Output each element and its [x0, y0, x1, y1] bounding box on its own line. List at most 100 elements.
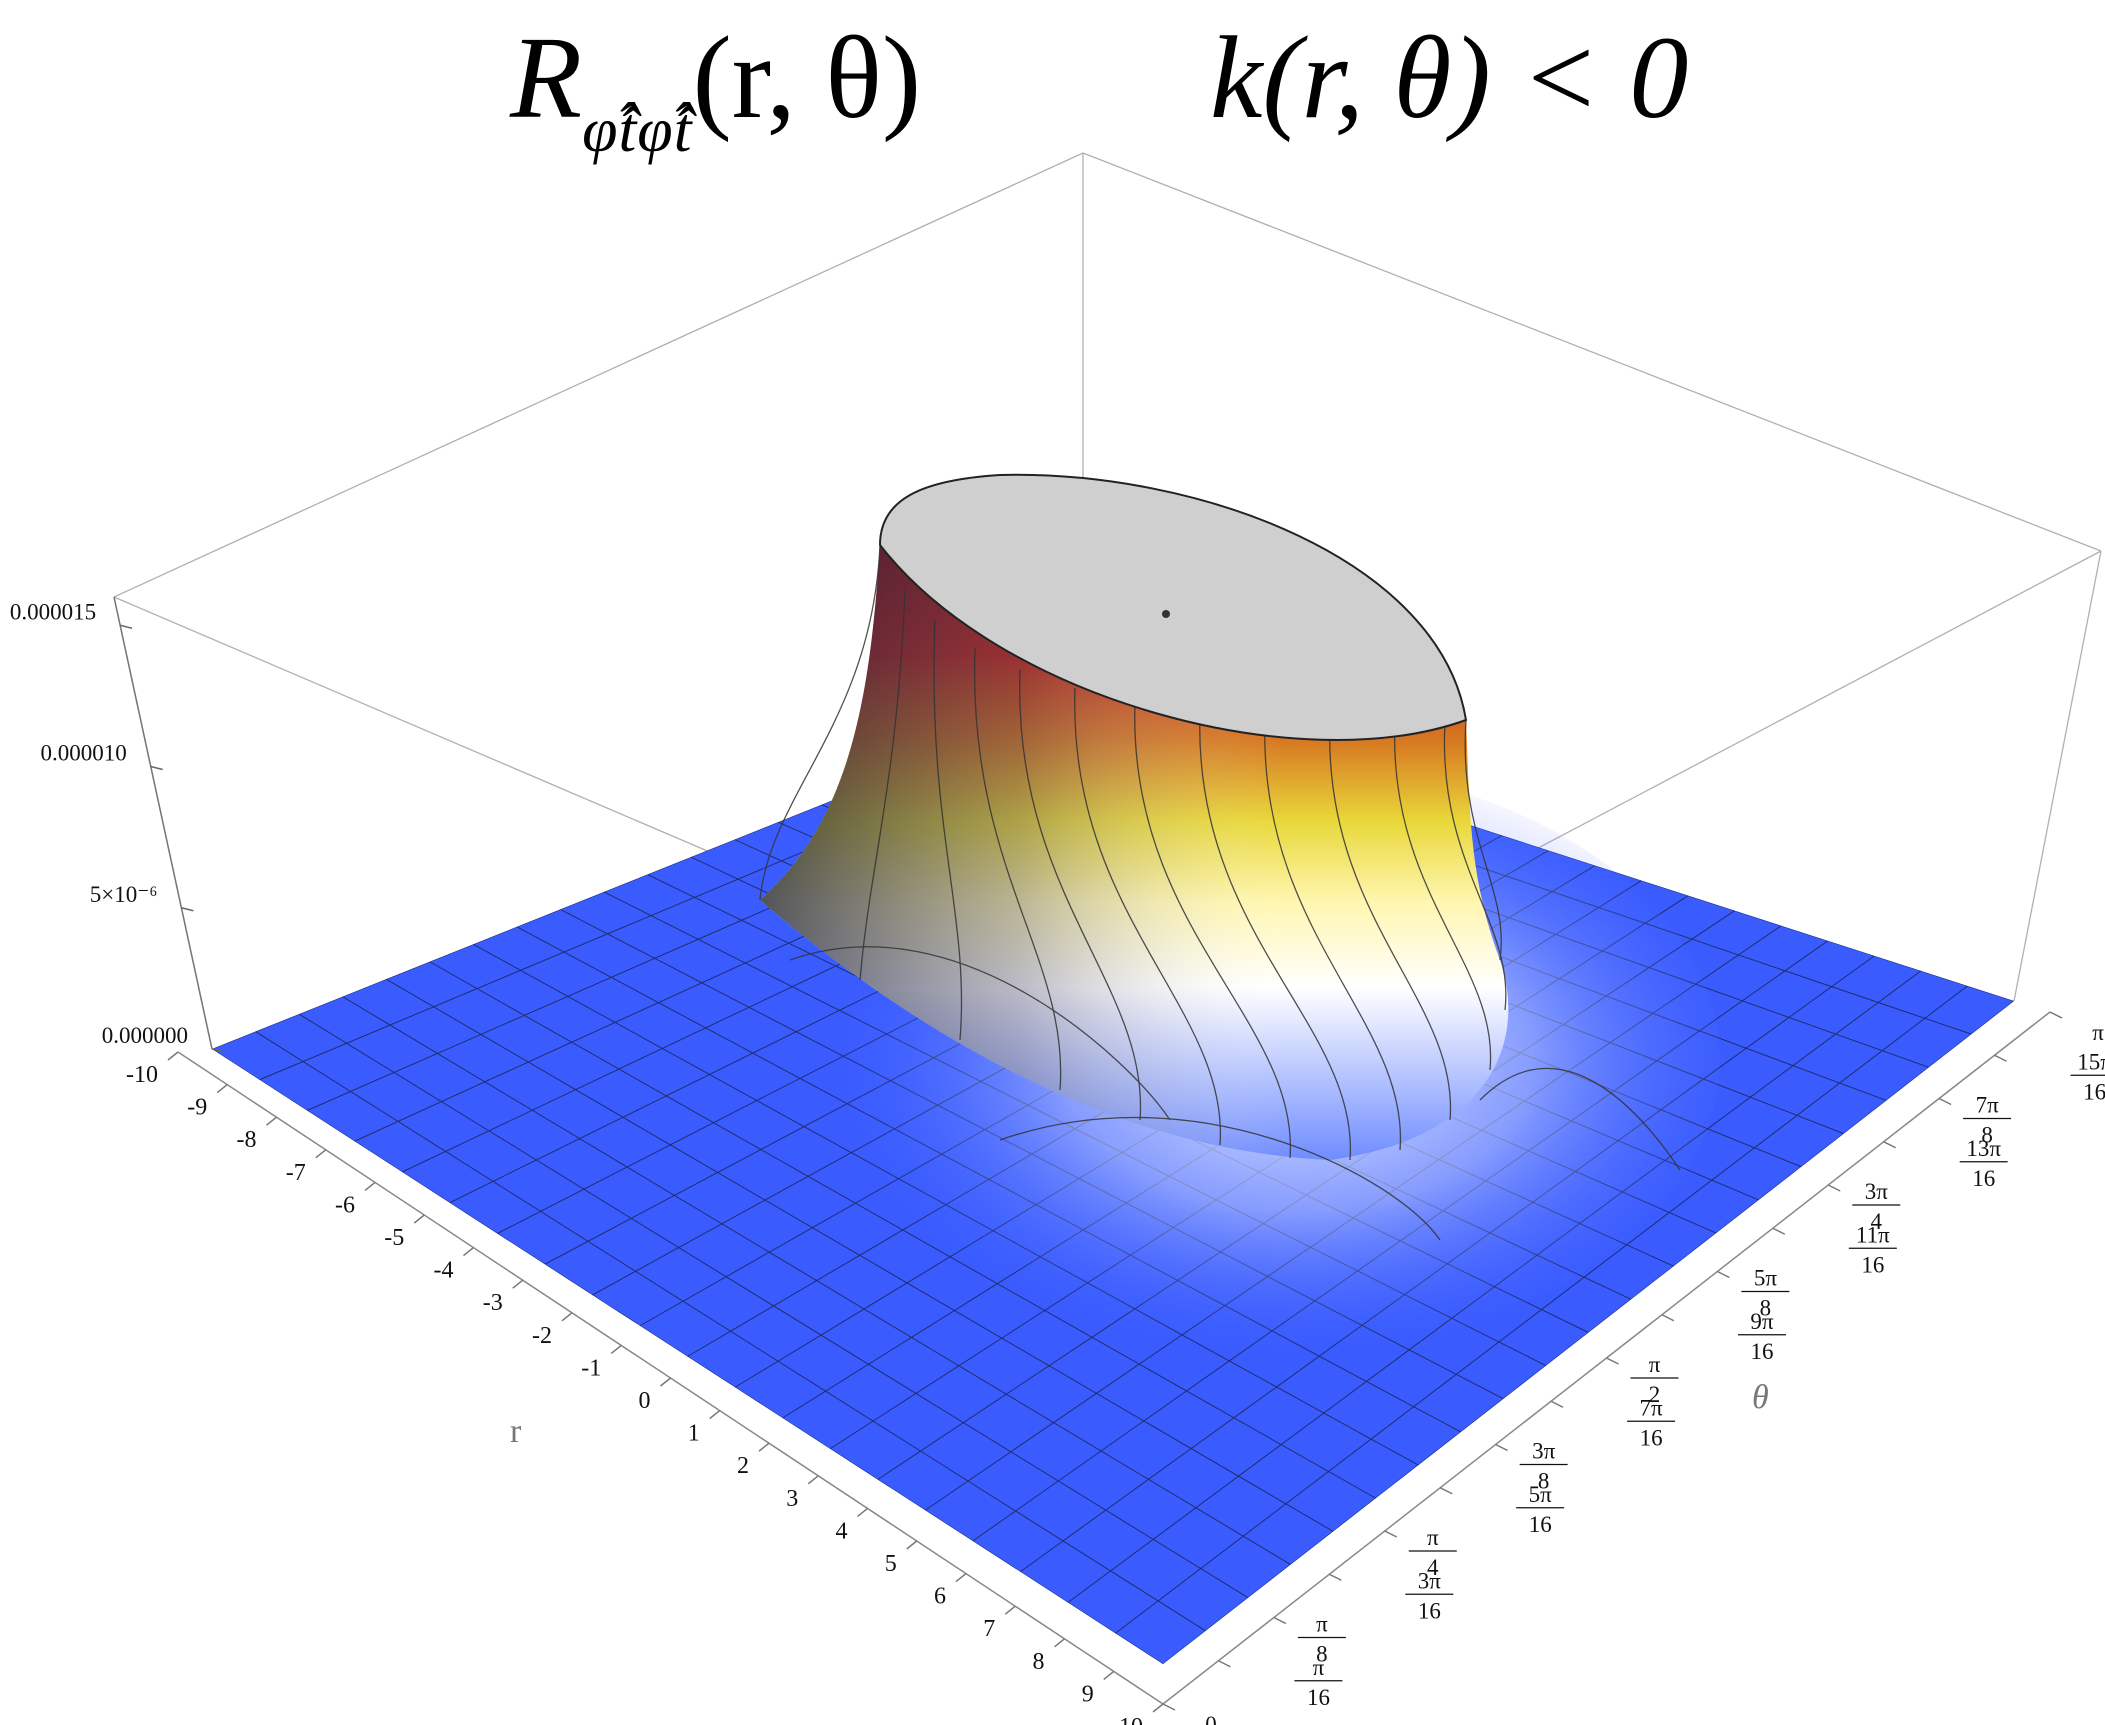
- theta-tick-label: 3π4: [1852, 1179, 1901, 1234]
- theta-tick-numerator: 3π: [1865, 1179, 1889, 1204]
- theta-tick-mark: [1938, 1097, 1952, 1106]
- r-tick-label: -6: [335, 1192, 355, 1218]
- peak-mesh-lines: [759, 544, 1681, 1241]
- theta-tick-numerator: 15π: [2077, 1049, 2105, 1074]
- r-tick-label: 4: [836, 1518, 848, 1544]
- r-tick-mark: [1054, 1638, 1065, 1648]
- theta-tick-numerator: 11π: [1856, 1222, 1890, 1247]
- r-tick-mark: [167, 1051, 179, 1061]
- wall-line: [1134, 701, 1291, 1159]
- theta-tick-denominator: 16: [1529, 1512, 1552, 1537]
- wall-line: [1019, 669, 1142, 1121]
- theta-tick-mark: [1994, 1054, 2007, 1062]
- clipped-cap: [878, 473, 1468, 741]
- theta-tick-numerator: π: [1427, 1525, 1439, 1550]
- wall-line: [1074, 687, 1222, 1146]
- theta-tick-mark: [1384, 1530, 1398, 1538]
- r-axis: -10-9-8-7-6-5-4-3-2-1012345678910: [126, 1051, 1164, 1725]
- theta-tick-denominator: 16: [1750, 1339, 1773, 1364]
- theta-tick-denominator: 16: [1640, 1425, 1663, 1450]
- cap-center-mark: [1162, 610, 1170, 618]
- r-axis-label: r: [510, 1413, 522, 1450]
- r-tick-mark: [512, 1279, 524, 1289]
- theta-tick-text: π: [2092, 1020, 2104, 1045]
- theta-tick-text: 0: [1205, 1712, 1217, 1725]
- r-tick-mark: [955, 1573, 967, 1583]
- theta-tick-numerator: 9π: [1750, 1309, 1774, 1334]
- theta-tick-label: π4: [1408, 1525, 1457, 1580]
- theta-tick-label: 7π8: [1963, 1093, 2012, 1148]
- theta-tick-label: π8: [1297, 1612, 1346, 1667]
- theta-tick-mark: [1218, 1660, 1231, 1668]
- theta-tick-mark: [1827, 1184, 1841, 1192]
- r-tick-mark: [1103, 1670, 1115, 1680]
- z-axis: 0.000000 5×10⁻⁶ 0.000010 0.000015: [10, 596, 225, 1053]
- theta-tick-label: π 16: [1294, 1655, 1343, 1710]
- r-tick-label: -10: [126, 1062, 158, 1088]
- r-tick-mark: [906, 1540, 918, 1550]
- r-tick-label: -4: [434, 1258, 454, 1284]
- theta-tick-mark: [2049, 1011, 2063, 1019]
- z-tick-label: 0.000010: [41, 741, 127, 766]
- theta-tick-denominator: 8: [1316, 1642, 1328, 1667]
- z-tick-label: 0.000000: [102, 1023, 188, 1048]
- theta-tick-label: 15π16: [2070, 1049, 2105, 1104]
- theta-tick-mark: [1328, 1573, 1342, 1581]
- wall-line: [973, 647, 1062, 1091]
- r-tick-mark: [463, 1247, 474, 1257]
- r-tick-label: 9: [1082, 1681, 1094, 1707]
- z-tick-label: 0.000015: [10, 599, 96, 624]
- r-tick-label: -7: [286, 1160, 306, 1186]
- wall-contour: [1479, 1067, 1681, 1171]
- r-tick-label: -2: [532, 1323, 552, 1349]
- wall-line: [933, 619, 963, 1041]
- theta-tick-label: π2: [1630, 1352, 1679, 1407]
- theta-tick-denominator: 8: [1760, 1296, 1772, 1321]
- r-tick-label: 6: [934, 1584, 946, 1610]
- theta-tick-mark: [1550, 1400, 1564, 1408]
- theta-axis: 0π16π83π16π45π163π87π16π29π165π811π163π4…: [1162, 1011, 2105, 1725]
- r-tick-mark: [660, 1377, 671, 1387]
- theta-axis-label: θ: [1752, 1379, 1769, 1416]
- theta-tick-mark: [1772, 1227, 1786, 1235]
- r-tick-label: 0: [639, 1388, 651, 1414]
- theta-tick-mark: [1439, 1487, 1453, 1495]
- r-tick-mark: [857, 1507, 868, 1517]
- title-arguments: (r, θ): [692, 12, 922, 143]
- theta-tick-numerator: 7π: [1640, 1395, 1664, 1420]
- wall-contour: [789, 946, 1171, 1121]
- theta-tick-denominator: 16: [1418, 1598, 1441, 1623]
- r-tick-label: -3: [483, 1290, 503, 1316]
- theta-tick-numerator: π: [1313, 1655, 1325, 1680]
- r-tick-label: 1: [688, 1421, 700, 1447]
- z-tick-mark: [211, 1048, 225, 1053]
- r-tick-mark: [266, 1116, 277, 1126]
- wall-line: [1199, 711, 1351, 1161]
- theta-tick-label: 3π8: [1519, 1439, 1568, 1494]
- r-tick-mark: [709, 1410, 721, 1420]
- theta-tick-denominator: 4: [1871, 1209, 1883, 1234]
- theta-tick-denominator: 4: [1427, 1555, 1439, 1580]
- theta-tick-mark: [1162, 1703, 1176, 1711]
- r-tick-mark: [758, 1442, 770, 1452]
- theta-tick-label: 5π8: [1741, 1266, 1790, 1321]
- r-tick-label: 3: [786, 1486, 798, 1512]
- z-tick-mark: [119, 624, 133, 629]
- r-tick-label: 5: [885, 1551, 897, 1577]
- r-tick-mark: [364, 1181, 376, 1191]
- wall-line: [759, 544, 881, 901]
- r-tick-mark: [216, 1084, 228, 1094]
- wall-line: [1443, 721, 1507, 1011]
- r-tick-mark: [315, 1149, 327, 1159]
- r-tick-label: 7: [983, 1616, 995, 1642]
- theta-tick-denominator: 16: [1972, 1166, 1995, 1191]
- r-tick-mark: [807, 1475, 819, 1485]
- theta-tick-denominator: 16: [1307, 1685, 1330, 1710]
- theta-tick-mark: [1606, 1357, 1619, 1365]
- theta-tick-label: 0: [1205, 1712, 1217, 1725]
